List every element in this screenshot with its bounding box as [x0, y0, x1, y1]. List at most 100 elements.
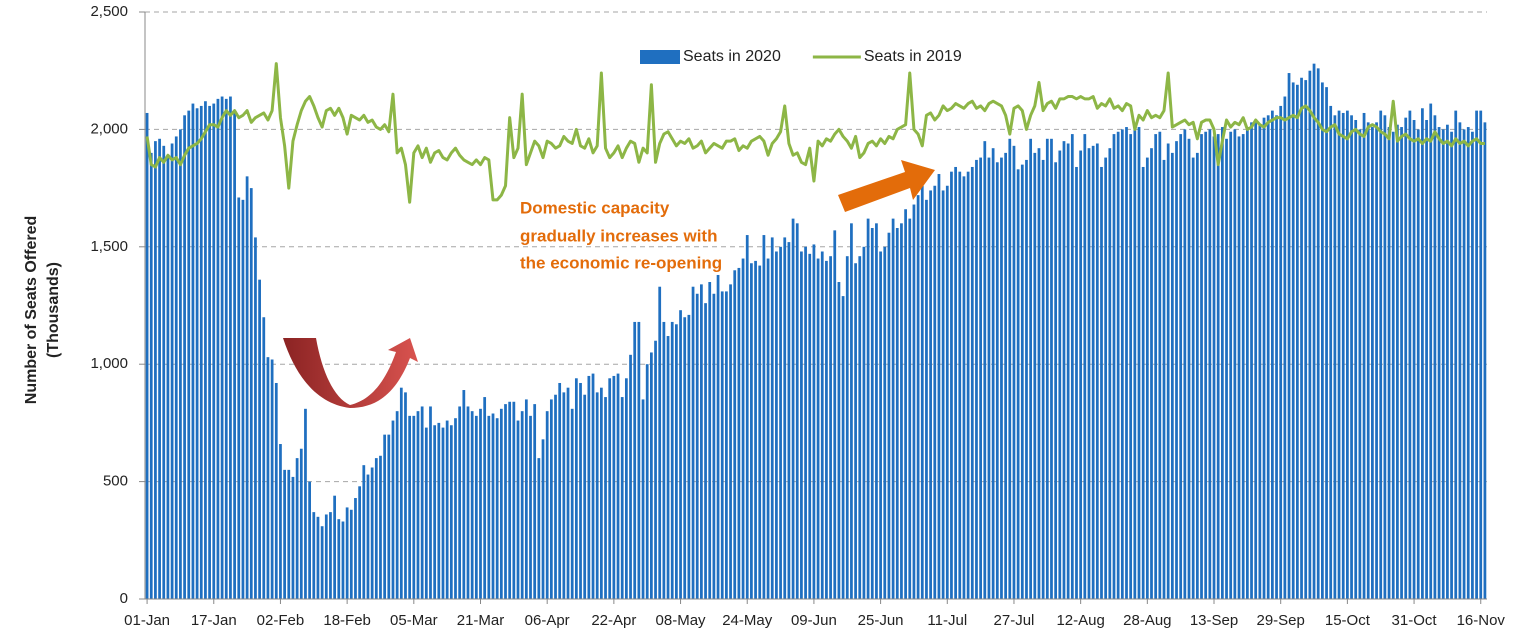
bar [354, 498, 357, 599]
bar [700, 284, 703, 599]
bar [687, 314, 691, 599]
bar [825, 260, 828, 599]
bar [591, 373, 595, 599]
bar [570, 408, 574, 599]
bar [870, 228, 874, 600]
bar [545, 411, 549, 599]
bar [512, 401, 516, 599]
bar [179, 129, 182, 599]
y-tick-label: 500 [103, 473, 128, 490]
bar [333, 495, 337, 599]
bar [1287, 73, 1291, 600]
bar [891, 218, 895, 599]
bar [1437, 127, 1441, 599]
bar [795, 223, 799, 599]
bar [895, 228, 899, 600]
y-tick-label: 1,000 [90, 355, 128, 372]
bar [762, 235, 766, 599]
bar [370, 467, 374, 599]
x-tick-label: 05-Mar [390, 612, 438, 629]
bar [241, 199, 245, 599]
bar [1195, 152, 1199, 599]
x-tick-label: 08-May [656, 612, 707, 629]
x-tick-label: 27-Jul [994, 612, 1035, 629]
bar [716, 274, 720, 599]
bar [637, 321, 641, 599]
bar [908, 218, 912, 599]
bar [720, 291, 724, 599]
bar [1216, 134, 1220, 599]
bar [791, 218, 795, 599]
annotation: the economic re-opening [520, 253, 722, 272]
bar [341, 521, 345, 599]
bar [954, 166, 957, 599]
bar [1120, 129, 1124, 599]
bar [712, 293, 716, 599]
bar [1412, 120, 1416, 600]
bar [233, 110, 236, 599]
bar [975, 159, 978, 599]
bar [1183, 129, 1187, 599]
bar [237, 197, 241, 599]
bar [499, 408, 503, 599]
bar [1321, 82, 1324, 599]
bar [191, 103, 195, 600]
bar [1312, 63, 1316, 599]
bar [1187, 138, 1191, 600]
bar [783, 237, 787, 599]
bar [879, 251, 882, 599]
bar [733, 270, 737, 599]
bar [312, 512, 316, 599]
bar [800, 251, 803, 599]
x-tick-label: 17-Jan [191, 612, 237, 629]
bar [345, 507, 349, 599]
bar [920, 185, 924, 599]
bar [204, 101, 207, 599]
bar [1100, 166, 1103, 599]
bar [1304, 80, 1308, 600]
x-tick-label: 24-May [722, 612, 773, 629]
bar [304, 408, 307, 599]
bar [199, 105, 203, 600]
bar [295, 458, 299, 599]
bar [424, 427, 428, 599]
bar [470, 411, 474, 599]
x-tick-label: 22-Apr [591, 612, 636, 629]
bar [1425, 120, 1428, 600]
bar [479, 408, 482, 599]
bar [1133, 129, 1137, 599]
bar [1070, 134, 1074, 599]
bar [1083, 134, 1087, 599]
x-tick-label: 06-Apr [525, 612, 570, 629]
x-tick-label: 15-Oct [1325, 612, 1371, 629]
bar [1041, 159, 1045, 599]
bar [562, 392, 566, 599]
bar [670, 321, 674, 599]
bar [287, 469, 291, 599]
bar [462, 390, 466, 599]
bar [533, 404, 537, 599]
bar [641, 399, 645, 599]
bar [229, 96, 232, 599]
bar [937, 174, 941, 599]
line [145, 62, 1485, 204]
legend: Seats in 2020 Seats in 2019 [640, 48, 962, 65]
bar [779, 246, 782, 600]
bar [145, 112, 149, 600]
bar [875, 223, 878, 599]
bar [1200, 134, 1203, 599]
bar [1250, 122, 1253, 599]
bar [1150, 148, 1153, 599]
bar [708, 282, 712, 599]
bar [1262, 117, 1266, 599]
bar [666, 336, 670, 599]
bar [837, 282, 841, 599]
bar [1208, 129, 1212, 599]
bar [149, 152, 153, 599]
bar [187, 110, 191, 599]
bar [583, 394, 587, 599]
trend-arrow [838, 160, 935, 212]
x-tick-label: 11-Jul [927, 612, 967, 629]
bar [549, 399, 553, 599]
bar [658, 286, 662, 599]
